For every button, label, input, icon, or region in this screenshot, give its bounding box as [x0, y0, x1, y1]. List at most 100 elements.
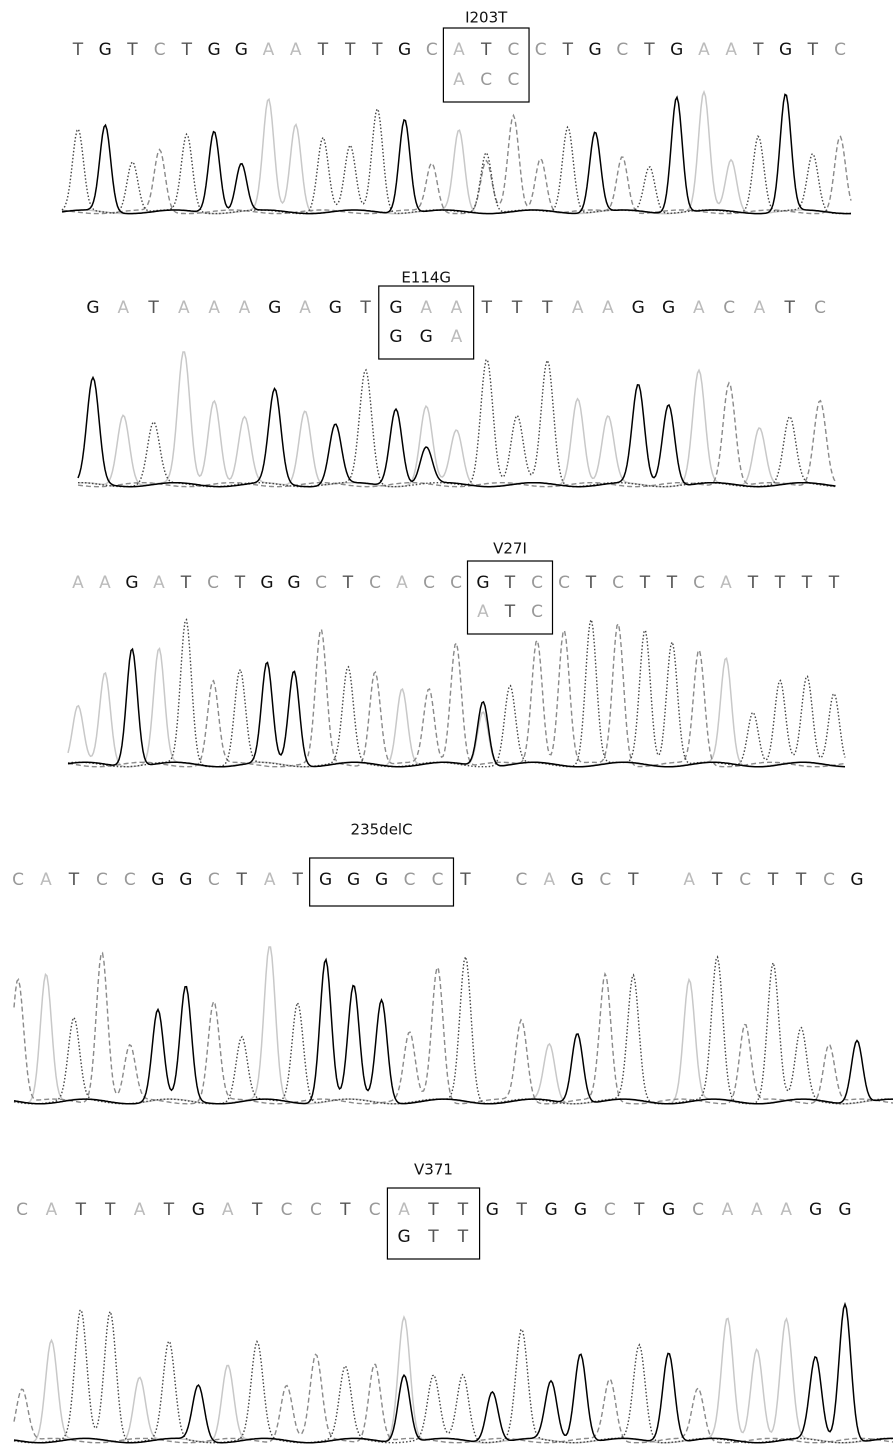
base-letter: T [180, 573, 192, 593]
base-letter: T [711, 870, 723, 890]
base-letter: A [683, 870, 695, 890]
base-letter: T [666, 573, 678, 593]
trace-a [78, 352, 836, 487]
base-letter: T [562, 40, 574, 60]
mutant-letter: C [480, 70, 492, 90]
base-letter: T [639, 573, 651, 593]
base-letter: A [299, 298, 311, 318]
base-letter: C [612, 573, 624, 593]
base-letter: G [235, 40, 248, 60]
base-letter: T [747, 573, 759, 593]
mutant-letter: G [420, 327, 433, 347]
base-letter: G [268, 298, 281, 318]
base-letter: C [693, 573, 705, 593]
base-letter: G [389, 298, 402, 318]
base-letter: A [698, 40, 710, 60]
base-letter: T [339, 1200, 351, 1220]
base-letter: T [251, 1200, 263, 1220]
base-letter: G [670, 40, 683, 60]
base-letter: A [264, 870, 276, 890]
base-letter: A [40, 870, 52, 890]
base-letter: A [751, 1200, 763, 1220]
base-letter: C [16, 1200, 28, 1220]
mutant-letter: C [507, 70, 519, 90]
base-letter: T [504, 573, 516, 593]
base-letter: T [481, 298, 493, 318]
base-letter: G [476, 573, 489, 593]
base-letter: G [571, 870, 584, 890]
base-letter: G [125, 573, 138, 593]
mutation-label: E114G [401, 269, 451, 287]
base-letter: T [291, 870, 303, 890]
mutation-box [468, 561, 553, 634]
base-letter: A [117, 298, 129, 318]
mutant-letter: A [453, 70, 465, 90]
base-letter: T [427, 1200, 439, 1220]
base-letter: A [602, 298, 614, 318]
base-letter: A [46, 1200, 58, 1220]
mutation-box [387, 1188, 479, 1259]
base-letter: G [662, 298, 675, 318]
base-letter: T [163, 1200, 175, 1220]
trace-t [68, 620, 845, 767]
mutant-letter: C [531, 602, 543, 622]
base-letter: T [236, 870, 248, 890]
base-letter: A [290, 40, 302, 60]
base-letter: T [457, 1200, 469, 1220]
base-letter: C [535, 40, 547, 60]
base-letter: C [369, 573, 381, 593]
trace-a [14, 1317, 893, 1443]
base-letter: C [823, 870, 835, 890]
base-letter: T [541, 298, 553, 318]
base-letter: C [281, 1200, 293, 1220]
base-letter: T [828, 573, 840, 593]
mutation-label: V371 [414, 1161, 453, 1179]
base-letter: T [75, 1200, 87, 1220]
base-letter: C [450, 573, 462, 593]
base-letter: G [779, 40, 792, 60]
mutation-label: V27I [493, 540, 527, 558]
base-letter: T [317, 40, 329, 60]
base-letter: T [515, 1200, 527, 1220]
base-letter: A [720, 573, 732, 593]
base-letter: A [544, 870, 556, 890]
mutation-label: I203T [465, 9, 508, 27]
mutant-letter: T [427, 1227, 439, 1247]
base-letter: G [99, 40, 112, 60]
base-letter: A [99, 573, 111, 593]
mutant-letter: A [477, 602, 489, 622]
base-letter: A [722, 1200, 734, 1220]
trace-a [62, 92, 851, 214]
base-letter: A [754, 298, 766, 318]
base-letter: G [574, 1200, 587, 1220]
base-letter: A [398, 1200, 410, 1220]
trace-c [14, 953, 893, 1104]
base-letter: C [432, 870, 444, 890]
base-letter: T [147, 298, 159, 318]
base-letter: T [126, 40, 138, 60]
chromatogram-figure: I203TTGTCTGGAATTTGCATCCTGCTGAATGTCACCE11… [0, 0, 893, 1446]
base-letter: G [347, 870, 360, 890]
base-letter: G [151, 870, 164, 890]
mutant-letter: T [457, 1227, 469, 1247]
base-letter: T [181, 40, 193, 60]
base-letter: C [154, 40, 166, 60]
base-letter: T [585, 573, 597, 593]
base-letter: T [459, 870, 471, 890]
base-letter: C [208, 870, 220, 890]
base-letter: T [774, 573, 786, 593]
base-letter: C [723, 298, 735, 318]
base-letter: C [616, 40, 628, 60]
base-letter: C [558, 573, 570, 593]
mutant-letter: G [398, 1227, 411, 1247]
trace-t [14, 957, 893, 1104]
base-letter: T [72, 40, 84, 60]
base-letter: T [68, 870, 80, 890]
mutant-letter: G [389, 327, 402, 347]
base-letter: C [124, 870, 136, 890]
base-letter: C [692, 1200, 704, 1220]
base-letter: C [426, 40, 438, 60]
sequence-panel: 235delCCATCCGGCTATGGGCCTCAGCTATCTTCG [12, 821, 893, 1104]
base-letter: T [801, 573, 813, 593]
